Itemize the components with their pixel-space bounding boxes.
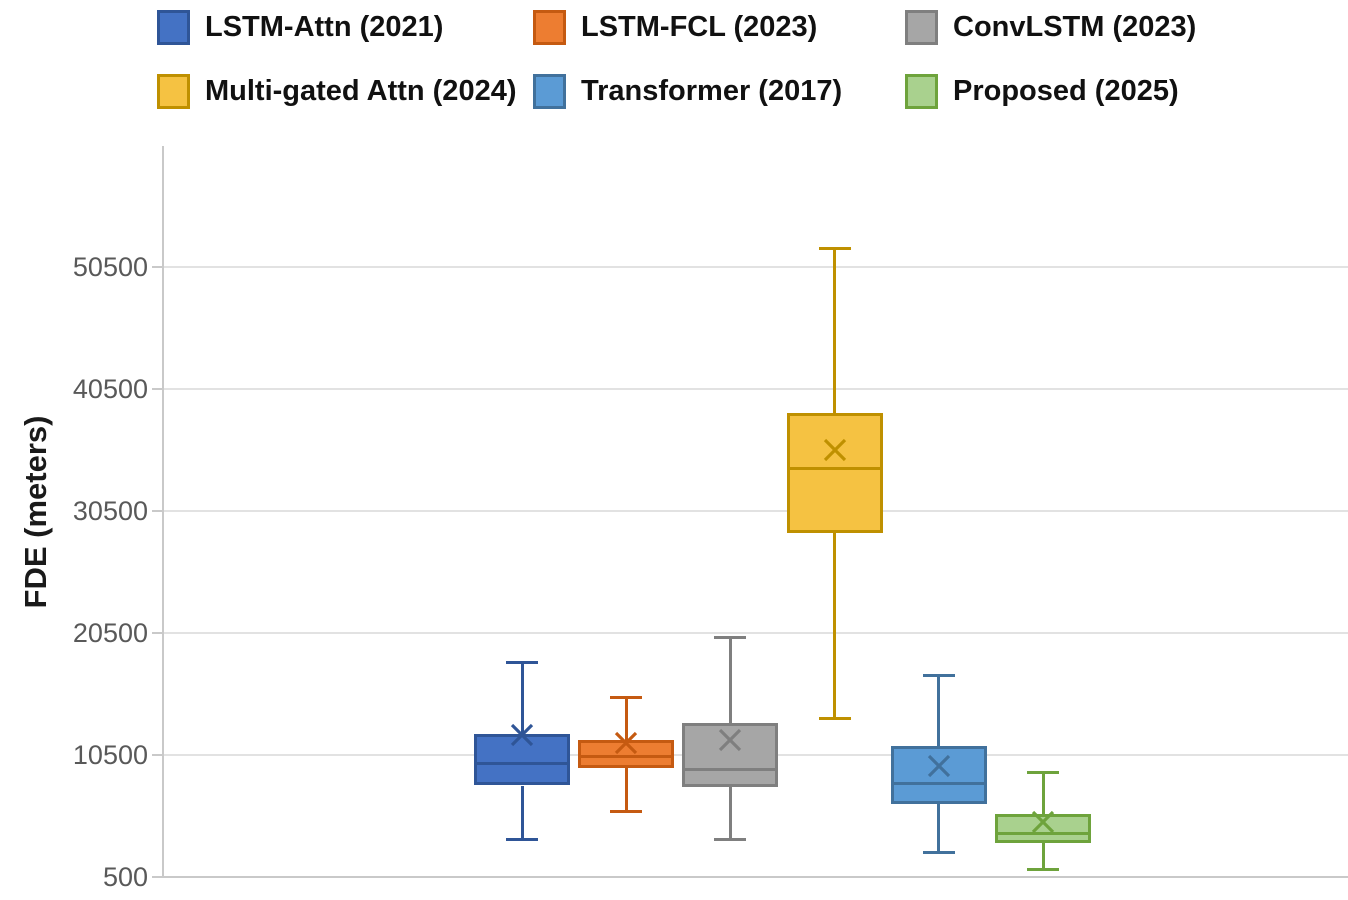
whisker-lower-proposed-2025	[1041, 842, 1045, 870]
gridline-40500	[163, 388, 1348, 390]
mean-x-icon	[510, 724, 534, 747]
mean-marker-transformer-2017	[925, 752, 953, 780]
median-lstm-attn-2021	[477, 762, 567, 766]
whisker-cap-bottom-multi-gated-attn-2024	[818, 716, 851, 720]
legend-item-proposed-2025: Proposed (2025)	[905, 73, 1179, 109]
whisker-cap-bottom-lstm-fcl-2023	[610, 809, 643, 813]
median-proposed-2025	[998, 831, 1088, 835]
legend-label: LSTM-Attn (2021)	[205, 10, 444, 43]
whisker-upper-proposed-2025	[1041, 772, 1045, 814]
legend-item-transformer-2017: Transformer (2017)	[533, 73, 843, 109]
whisker-cap-bottom-lstm-attn-2021	[506, 837, 538, 841]
legend-item-lstm-fcl-2023: LSTM-FCL (2023)	[533, 9, 818, 45]
box-multi-gated-attn-2024	[786, 413, 883, 533]
whisker-upper-lstm-fcl-2023	[624, 697, 628, 741]
whisker-cap-bottom-transformer-2017	[922, 851, 955, 855]
legend-swatch-transformer-2017	[533, 73, 566, 109]
legend-label: Proposed (2025)	[953, 74, 1179, 107]
y-tick-50500	[152, 266, 163, 268]
box-convlstm-2023	[682, 723, 779, 787]
legend-swatch-lstm-attn-2021	[157, 9, 190, 45]
legend-swatch-proposed-2025	[905, 73, 938, 109]
legend-swatch-multi-gated-attn-2024	[157, 73, 190, 109]
whisker-lower-lstm-fcl-2023	[624, 768, 628, 812]
x-axis-line	[162, 876, 1348, 878]
median-convlstm-2023	[685, 768, 776, 772]
y-tick-label-500: 500	[102, 862, 148, 892]
whisker-cap-top-convlstm-2023	[714, 636, 747, 640]
legend-item-multi-gated-attn-2024: Multi-gated Attn (2024)	[157, 73, 517, 109]
gridline-30500	[163, 510, 1348, 512]
whisker-cap-top-lstm-attn-2021	[506, 660, 538, 664]
whisker-cap-top-multi-gated-attn-2024	[818, 247, 851, 251]
legend-label: Multi-gated Attn (2024)	[205, 74, 517, 107]
legend-label: Transformer (2017)	[581, 74, 843, 107]
mean-marker-lstm-attn-2021	[508, 721, 536, 749]
gridline-50500	[163, 266, 1348, 268]
chart-legend: LSTM-Attn (2021) LSTM-FCL (2023) ConvLSTM …	[0, 0, 1348, 130]
legend-label: LSTM-FCL (2023)	[581, 10, 818, 43]
y-tick-label-40500: 40500	[72, 374, 148, 404]
legend-item-lstm-attn-2021: LSTM-Attn (2021)	[157, 9, 444, 45]
whisker-upper-transformer-2017	[937, 675, 941, 747]
mean-marker-multi-gated-attn-2024	[821, 436, 849, 464]
legend-item-convlstm-2023: ConvLSTM (2023)	[905, 9, 1197, 45]
mean-marker-convlstm-2023	[716, 726, 744, 754]
mean-marker-lstm-fcl-2023	[612, 729, 640, 757]
whisker-cap-top-proposed-2025	[1027, 770, 1059, 774]
y-tick-label-50500: 50500	[72, 252, 148, 282]
median-multi-gated-attn-2024	[789, 466, 880, 470]
y-tick-500	[152, 876, 163, 878]
whisker-lower-lstm-attn-2021	[520, 785, 524, 840]
y-tick-10500	[152, 754, 163, 756]
y-axis-line	[162, 146, 164, 877]
whisker-upper-lstm-attn-2021	[520, 662, 524, 735]
y-tick-label-20500: 20500	[72, 618, 148, 648]
box-transformer-2017	[890, 746, 987, 804]
y-tick-20500	[152, 632, 163, 634]
legend-swatch-lstm-fcl-2023	[533, 9, 566, 45]
whisker-lower-transformer-2017	[937, 803, 941, 853]
y-tick-label-30500: 30500	[72, 496, 148, 526]
mean-x-icon	[927, 754, 950, 778]
mean-x-icon	[1031, 810, 1055, 834]
whisker-cap-top-transformer-2017	[922, 674, 955, 678]
whisker-upper-convlstm-2023	[728, 637, 732, 724]
y-tick-30500	[152, 510, 163, 512]
whisker-cap-bottom-proposed-2025	[1027, 868, 1059, 872]
mean-x-icon	[823, 438, 846, 462]
whisker-lower-multi-gated-attn-2024	[833, 532, 837, 719]
whisker-lower-convlstm-2023	[728, 786, 732, 840]
gridline-20500	[163, 632, 1348, 634]
y-tick-label-10500: 10500	[72, 740, 148, 770]
mean-x-icon	[615, 731, 638, 754]
whisker-upper-multi-gated-attn-2024	[833, 248, 837, 414]
legend-swatch-convlstm-2023	[905, 9, 938, 45]
median-lstm-fcl-2023	[581, 754, 672, 758]
median-transformer-2017	[893, 781, 984, 785]
y-tick-40500	[152, 388, 163, 390]
box-proposed-2025	[995, 813, 1091, 843]
mean-marker-proposed-2025	[1029, 808, 1057, 836]
whisker-cap-top-lstm-fcl-2023	[610, 696, 643, 700]
legend-label: ConvLSTM (2023)	[953, 10, 1197, 43]
whisker-cap-bottom-convlstm-2023	[714, 837, 747, 841]
mean-x-icon	[719, 729, 742, 752]
